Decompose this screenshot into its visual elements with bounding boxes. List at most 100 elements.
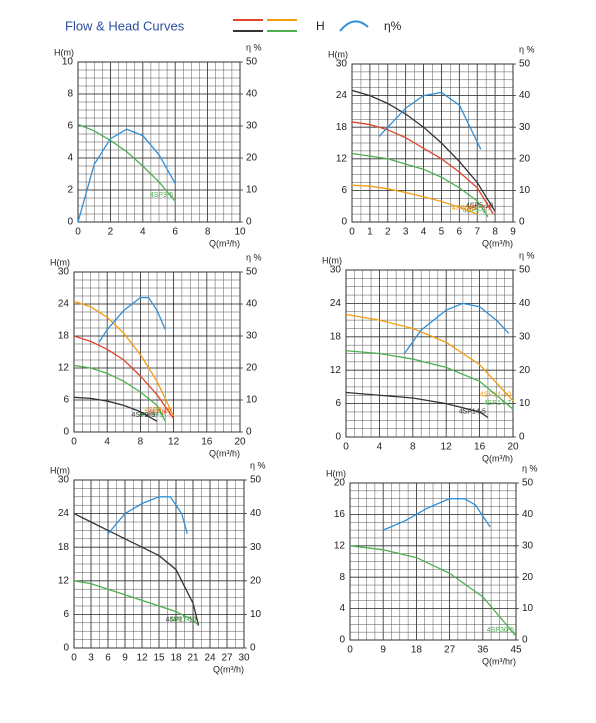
y-tick-label: 8 xyxy=(67,89,73,100)
y2-tick-label: 10 xyxy=(519,398,531,409)
y2-tick-label: 40 xyxy=(522,509,534,520)
y2-tick-label: 30 xyxy=(246,121,258,132)
curve xyxy=(351,152,489,218)
x-tick-label: 0 xyxy=(71,653,77,664)
y-tick-label: 10 xyxy=(62,57,74,68)
x-axis-label: Q(m³/h) xyxy=(213,664,244,674)
x-tick-label: 9 xyxy=(122,653,128,664)
x-tick-label: 30 xyxy=(238,653,250,664)
x-tick-label: 0 xyxy=(75,227,81,238)
y-tick-label: 20 xyxy=(334,478,346,489)
y2-axis-label: η % xyxy=(250,460,266,470)
x-tick-label: 27 xyxy=(221,653,233,664)
curve xyxy=(345,313,514,402)
x-tick-label: 12 xyxy=(136,653,148,664)
curve xyxy=(107,496,188,535)
x-tick-label: 36 xyxy=(477,645,489,656)
x-tick-label: 20 xyxy=(507,442,519,453)
x-tick-label: 2 xyxy=(108,227,114,238)
y2-tick-label: 10 xyxy=(246,395,258,406)
y-tick-label: 0 xyxy=(335,432,341,443)
curve-label: 4SP8-10 xyxy=(144,407,171,414)
x-tick-label: 7 xyxy=(474,227,480,238)
y2-tick-label: 40 xyxy=(519,90,531,101)
x-tick-label: 1 xyxy=(367,227,373,238)
x-tick-label: 16 xyxy=(474,442,486,453)
x-tick-label: 5 xyxy=(439,227,445,238)
y-tick-label: 24 xyxy=(58,299,70,310)
curve xyxy=(378,91,482,150)
curve xyxy=(403,302,510,354)
y2-tick-label: 0 xyxy=(519,432,525,443)
legend-label: η% xyxy=(384,19,402,33)
y-tick-label: 24 xyxy=(336,90,348,101)
x-tick-label: 0 xyxy=(343,442,349,453)
y-tick-label: 2 xyxy=(67,185,73,196)
y2-axis-label: η % xyxy=(246,42,262,52)
x-tick-label: 8 xyxy=(138,437,144,448)
curve xyxy=(382,498,491,531)
x-tick-label: 45 xyxy=(510,645,522,656)
y2-tick-label: 20 xyxy=(522,572,534,583)
y-tick-label: 0 xyxy=(341,217,347,228)
y2-tick-label: 40 xyxy=(250,508,262,519)
curve xyxy=(98,296,166,343)
curve xyxy=(351,121,494,215)
x-tick-label: 18 xyxy=(411,645,423,656)
x-axis-label: Q(m³/h) xyxy=(209,238,240,248)
y2-tick-label: 50 xyxy=(519,265,531,276)
y-axis-label: H(m) xyxy=(50,465,70,475)
curve xyxy=(77,128,176,223)
x-tick-label: 24 xyxy=(204,653,216,664)
y-axis-label: H(m) xyxy=(54,47,74,57)
x-axis-label: Q(m³/hr) xyxy=(482,656,516,666)
y-tick-label: 12 xyxy=(330,365,342,376)
y2-tick-label: 20 xyxy=(250,575,262,586)
x-tick-label: 6 xyxy=(457,227,463,238)
y-tick-label: 12 xyxy=(58,363,70,374)
curve xyxy=(73,300,175,417)
y2-tick-label: 0 xyxy=(250,643,256,654)
curve-label: 4SP5-5 xyxy=(463,208,486,215)
y-tick-label: 0 xyxy=(63,427,69,438)
y-tick-label: 8 xyxy=(339,572,345,583)
x-tick-label: 6 xyxy=(172,227,178,238)
y2-tick-label: 50 xyxy=(519,59,531,70)
curve xyxy=(73,335,175,420)
y2-tick-label: 40 xyxy=(246,299,258,310)
curve-label: 4SP8-7 xyxy=(148,410,171,417)
x-axis-label: Q(m³/h) xyxy=(482,453,513,463)
y2-tick-label: 10 xyxy=(519,185,531,196)
y-tick-label: 0 xyxy=(63,643,69,654)
y-tick-label: 30 xyxy=(58,267,70,278)
legend-label: H xyxy=(316,19,325,33)
y2-tick-label: 30 xyxy=(519,122,531,133)
y2-tick-label: 20 xyxy=(519,153,531,164)
curve xyxy=(73,364,166,422)
x-tick-label: 0 xyxy=(71,437,77,448)
y2-axis-label: η % xyxy=(522,463,538,473)
y2-tick-label: 0 xyxy=(519,217,525,228)
y-tick-label: 24 xyxy=(58,508,70,519)
y-tick-label: 24 xyxy=(330,298,342,309)
y-tick-label: 4 xyxy=(339,603,345,614)
x-tick-label: 27 xyxy=(444,645,456,656)
y2-tick-label: 50 xyxy=(522,478,534,489)
curve-label: 4SP14-7 xyxy=(484,400,511,407)
y-tick-label: 18 xyxy=(58,542,70,553)
curve-label: 4SP5-10 xyxy=(466,202,493,209)
curve xyxy=(73,580,200,627)
y-tick-label: 18 xyxy=(58,331,70,342)
x-tick-label: 10 xyxy=(234,227,246,238)
x-tick-label: 4 xyxy=(421,227,427,238)
x-tick-label: 20 xyxy=(234,437,246,448)
x-tick-label: 8 xyxy=(205,227,211,238)
y-tick-label: 6 xyxy=(341,185,347,196)
y2-tick-label: 30 xyxy=(522,540,534,551)
curve xyxy=(345,391,489,419)
curve xyxy=(77,123,176,202)
curve xyxy=(345,350,514,410)
curve xyxy=(73,396,158,422)
x-tick-label: 4 xyxy=(140,227,146,238)
